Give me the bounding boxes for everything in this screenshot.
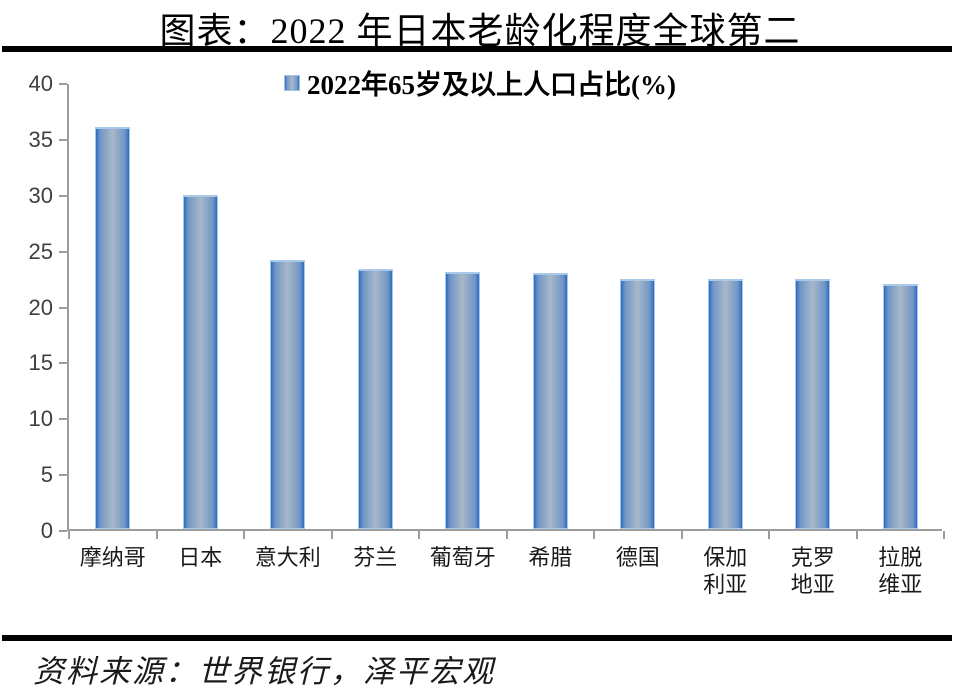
x-tick-mark (330, 531, 333, 539)
y-tick-mark (59, 83, 67, 85)
bar-保加利亚 (707, 278, 743, 529)
bar-日本 (182, 194, 218, 529)
y-tick-label: 0 (40, 518, 53, 543)
x-category-label: 葡萄牙 (429, 545, 496, 570)
y-tick-mark (59, 138, 67, 141)
source-note: 资料来源：世界银行，泽平宏观 (33, 654, 495, 689)
x-category-label: 意大利 (254, 545, 321, 570)
y-tick-label: 25 (28, 238, 53, 264)
x-tick-mark (680, 531, 683, 539)
x-tick-mark (243, 531, 245, 539)
bar-希腊 (532, 273, 568, 529)
y-tick-mark (59, 250, 67, 253)
y-tick-label: 35 (28, 126, 53, 152)
y-tick-label: 15 (28, 350, 53, 376)
y-tick-mark (59, 530, 67, 532)
y-tick-mark (59, 362, 67, 365)
chart-title: 图表：2022 年日本老龄化程度全球第二 (159, 11, 801, 51)
x-tick-mark (505, 531, 508, 539)
y-tick-mark (59, 194, 67, 197)
bar-德国 (620, 278, 656, 529)
x-category-label: 摩纳哥 (79, 545, 146, 570)
x-tick-mark (855, 531, 858, 539)
x-category-label: 希腊 (528, 545, 573, 570)
x-category-label: 芬兰 (353, 545, 398, 570)
footer-divider-rule (2, 635, 952, 641)
x-category-label: 日本 (178, 545, 223, 570)
x-tick-mark (68, 531, 70, 539)
y-tick-label: 30 (28, 182, 53, 208)
bar-克罗地亚 (795, 278, 831, 529)
bar-芬兰 (357, 268, 393, 529)
x-category-label: 拉脱 维亚 (878, 545, 923, 597)
x-tick-mark (593, 531, 595, 539)
plot-area: 0 5 10 15 20 25 30 35 40 摩纳哥 日本 意大利 芬兰 葡萄牙 希腊 德国 保加 利亚 克罗… (29, 71, 945, 597)
x-category-label: 保加 利亚 (703, 545, 748, 597)
legend-label: 2022年65岁及以上人口占比(%) (307, 70, 676, 100)
y-tick-label: 40 (28, 71, 53, 96)
bar-拉脱维亚 (882, 284, 918, 529)
y-tick-mark (59, 418, 67, 421)
bar-摩纳哥 (95, 126, 131, 529)
title-divider-rule (2, 46, 952, 52)
y-tick-mark (59, 306, 67, 309)
x-tick-mark (943, 531, 945, 539)
y-tick-label: 10 (28, 406, 53, 432)
x-tick-mark (418, 531, 420, 539)
bar-葡萄牙 (445, 271, 481, 529)
y-tick-label: 20 (28, 294, 53, 320)
y-tick-label: 5 (40, 462, 53, 488)
bar-意大利 (270, 259, 306, 529)
x-category-label: 克罗 地亚 (790, 545, 835, 597)
legend: 2022年65岁及以上人口占比(%) (0, 63, 960, 102)
x-tick-mark (155, 531, 158, 539)
x-tick-mark (768, 531, 770, 539)
y-tick-mark (59, 474, 67, 477)
x-category-label: 德国 (615, 545, 660, 570)
legend-swatch-icon (284, 74, 300, 91)
